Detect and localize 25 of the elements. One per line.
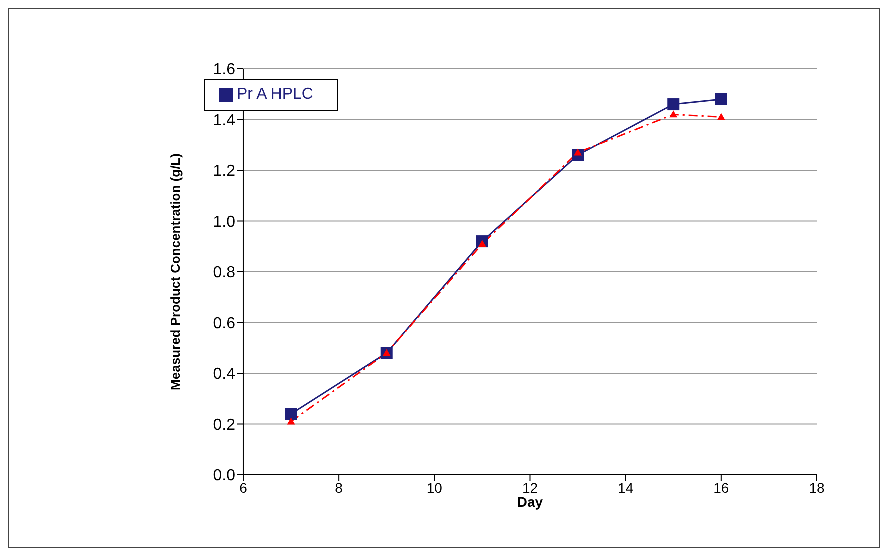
y-tick-label: 0.2: [213, 416, 236, 434]
x-tick-label: 12: [522, 480, 538, 496]
x-tick-label: 18: [809, 480, 825, 496]
y-tick-label: 1.2: [213, 163, 236, 180]
y-tick-label: 1.4: [213, 112, 236, 130]
x-tick-label: 16: [714, 480, 730, 496]
point: [670, 110, 678, 118]
x-tick-label: 6: [240, 480, 248, 496]
y-tick-label: 0.0: [213, 468, 236, 485]
point: [717, 113, 726, 120]
x-tick-label: 14: [618, 480, 634, 496]
x-tick-label: 10: [426, 480, 443, 496]
y-tick-label: 0.6: [213, 315, 236, 332]
y-tick-label: 1.6: [213, 62, 236, 79]
point: [668, 98, 680, 111]
legend-label: Pr A HPLC: [237, 86, 314, 103]
y-tick-label: 1.0: [213, 214, 236, 231]
y-axis-title: Measured Product Concentration (g/L): [168, 154, 184, 390]
y-tick-label: 0.8: [213, 264, 236, 282]
x-axis-title: Day: [517, 494, 544, 510]
point: [285, 408, 298, 420]
y-tick-label: 0.4: [213, 366, 236, 384]
point: [287, 418, 296, 425]
point: [715, 93, 728, 106]
x-tick-label: 8: [335, 480, 344, 496]
